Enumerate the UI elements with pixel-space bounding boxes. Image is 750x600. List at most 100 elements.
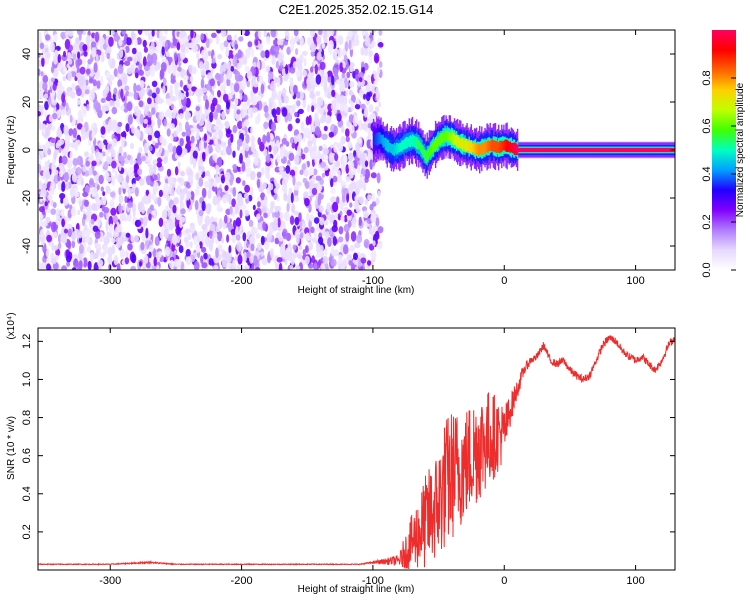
heatmap-cell — [367, 149, 374, 160]
heatmap-cell — [236, 193, 242, 203]
heatmap-cell — [53, 55, 58, 65]
heatmap-cell — [351, 40, 357, 47]
heatmap-cell — [118, 187, 122, 196]
heatmap-cell — [277, 225, 281, 232]
heatmap-cell — [207, 203, 212, 211]
heatmap-cell — [60, 208, 65, 217]
heatmap-cell — [235, 112, 241, 122]
heatmap-cell — [271, 89, 278, 101]
heatmap-cell — [315, 175, 322, 181]
heatmap-cell — [377, 190, 381, 197]
heatmap-cell — [264, 111, 269, 118]
heatmap-cell — [152, 248, 157, 258]
heatmap-cell — [107, 57, 113, 66]
heatmap-cell — [110, 145, 114, 154]
signal-track-cell — [505, 139, 507, 152]
heatmap-cell — [348, 161, 353, 171]
heatmap-cell — [84, 151, 89, 158]
heatmap-cell — [278, 98, 283, 107]
heatmap-cell — [84, 199, 89, 207]
signal-track-cell — [638, 147, 641, 153]
heatmap-cell — [177, 161, 181, 168]
heatmap-cell — [79, 66, 86, 75]
heatmap-cell — [291, 203, 296, 214]
signal-track-cell — [513, 142, 516, 155]
signal-track-cell — [631, 147, 633, 153]
heatmap-cell — [147, 134, 152, 141]
heatmap-cell — [53, 33, 58, 43]
heatmap-cell — [306, 212, 310, 224]
heatmap-cell — [113, 68, 118, 77]
signal-track-cell — [383, 138, 385, 147]
heatmap-cell — [118, 155, 125, 162]
heatmap-cell — [103, 161, 109, 171]
heatmap-cell — [302, 69, 308, 78]
heatmap-cell — [131, 47, 137, 55]
heatmap-cell — [226, 34, 232, 41]
heatmap-cell — [222, 250, 228, 258]
heatmap-cell — [172, 110, 176, 120]
heatmap-cell — [176, 126, 180, 135]
heatmap-cell — [308, 263, 314, 269]
heatmap-cell — [169, 88, 174, 98]
heatmap-cell — [363, 108, 368, 118]
signal-track-cell — [434, 137, 437, 151]
heatmap-cell — [139, 261, 142, 267]
heatmap-cell — [273, 76, 277, 83]
signal-track-cell — [618, 147, 621, 153]
signal-track-cell — [559, 147, 562, 153]
signal-track-cell — [470, 140, 472, 154]
heatmap-cell — [211, 58, 216, 64]
heatmap-cell — [239, 224, 243, 232]
signal-track-cell — [564, 147, 566, 153]
heatmap-cell — [339, 82, 343, 92]
heatmap-cell — [301, 163, 307, 171]
figure-title: C2E1.2025.352.02.15.G14 — [279, 2, 434, 17]
heatmap-cell — [208, 242, 214, 252]
heatmap-cell — [221, 111, 226, 120]
heatmap-cell — [71, 240, 76, 249]
heatmap-cell — [220, 30, 227, 38]
colorbar-label: Normalized spectral amplitude — [735, 82, 746, 217]
signal-track-cell — [575, 147, 578, 153]
heatmap-cell — [158, 189, 163, 197]
heatmap-cell — [144, 105, 149, 116]
heatmap-cell — [345, 89, 349, 97]
heatmap-cell — [90, 219, 95, 225]
signal-track-cell — [469, 140, 471, 153]
heatmap-cell — [55, 215, 62, 226]
heatmap-cell — [215, 164, 220, 173]
heatmap-cell — [261, 205, 267, 214]
heatmap-cell — [38, 180, 42, 190]
heatmap-cell — [227, 50, 234, 60]
signal-track-cell — [447, 132, 449, 141]
signal-track-cell — [410, 136, 413, 146]
spectrogram-x-ticks: -300 -200 -100 0 100 — [99, 30, 645, 287]
heatmap-cell — [308, 166, 314, 176]
heatmap-cell — [275, 60, 279, 69]
heatmap-cell — [274, 115, 278, 123]
heatmap-cell — [309, 30, 316, 38]
heatmap-cell — [236, 62, 241, 70]
heatmap-cell — [349, 124, 355, 134]
heatmap-cell — [271, 101, 277, 110]
signal-track-cell — [604, 147, 606, 153]
signal-track-cell — [468, 140, 470, 153]
heatmap-cell — [355, 142, 361, 152]
signal-track-cell — [511, 142, 513, 153]
heatmap-cell — [167, 208, 172, 219]
signal-track-cell — [409, 135, 412, 148]
signal-track-cell — [514, 142, 517, 156]
signal-track-cell — [465, 138, 467, 152]
heatmap-cell — [273, 187, 278, 194]
heatmap-cell — [195, 88, 202, 97]
heatmap-cell — [270, 134, 274, 141]
heatmap-cell — [277, 39, 281, 46]
heatmap-cell — [51, 221, 57, 233]
signal-track-cell — [593, 147, 595, 153]
heatmap-cell — [359, 77, 363, 83]
heatmap-cell — [169, 123, 175, 130]
heatmap-cell — [88, 167, 93, 176]
heatmap-cell — [303, 57, 307, 67]
heatmap-cell — [157, 98, 164, 104]
